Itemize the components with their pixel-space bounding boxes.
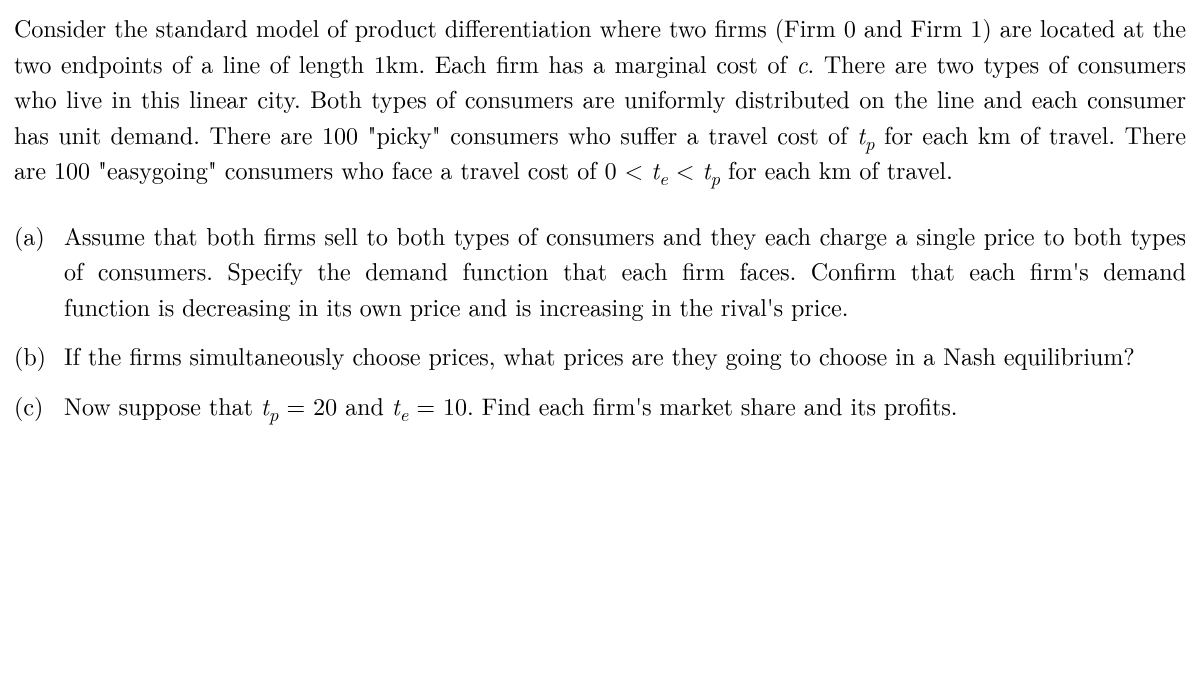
intro-paragraph: Consider the standard model of product d… — [14, 10, 1186, 188]
qc-eq1: = 20 and — [278, 388, 391, 422]
question-b-label: (b) — [14, 338, 46, 374]
question-c: (c) Now suppose that tp = 20 and te = 10… — [64, 388, 1186, 424]
question-a: (a) Assume that both firms sell to both … — [64, 218, 1186, 325]
question-list: (a) Assume that both firms sell to both … — [14, 218, 1186, 424]
qc-var-tp: t — [261, 388, 269, 422]
var-tp: t — [857, 117, 865, 151]
question-b: (b) If the firms simultaneously choose p… — [64, 338, 1186, 374]
intro-text-4: for each km of travel. — [720, 152, 953, 186]
var-te-sub: e — [659, 165, 668, 191]
question-c-label: (c) — [14, 388, 43, 424]
intro-lt: < — [668, 152, 703, 186]
var-te: t — [651, 152, 659, 186]
question-b-text: If the firms simultaneously choose price… — [64, 338, 1135, 372]
question-a-label: (a) — [14, 218, 45, 254]
qc-eq2: = 10. Find each firm's market share and … — [408, 388, 957, 422]
var-tp2-sub: p — [710, 165, 720, 191]
qc-var-te: t — [392, 388, 400, 422]
var-c: c — [796, 46, 807, 80]
question-a-text: Assume that both firms sell to both type… — [64, 218, 1186, 323]
question-c-text-1: Now suppose that — [64, 388, 261, 422]
